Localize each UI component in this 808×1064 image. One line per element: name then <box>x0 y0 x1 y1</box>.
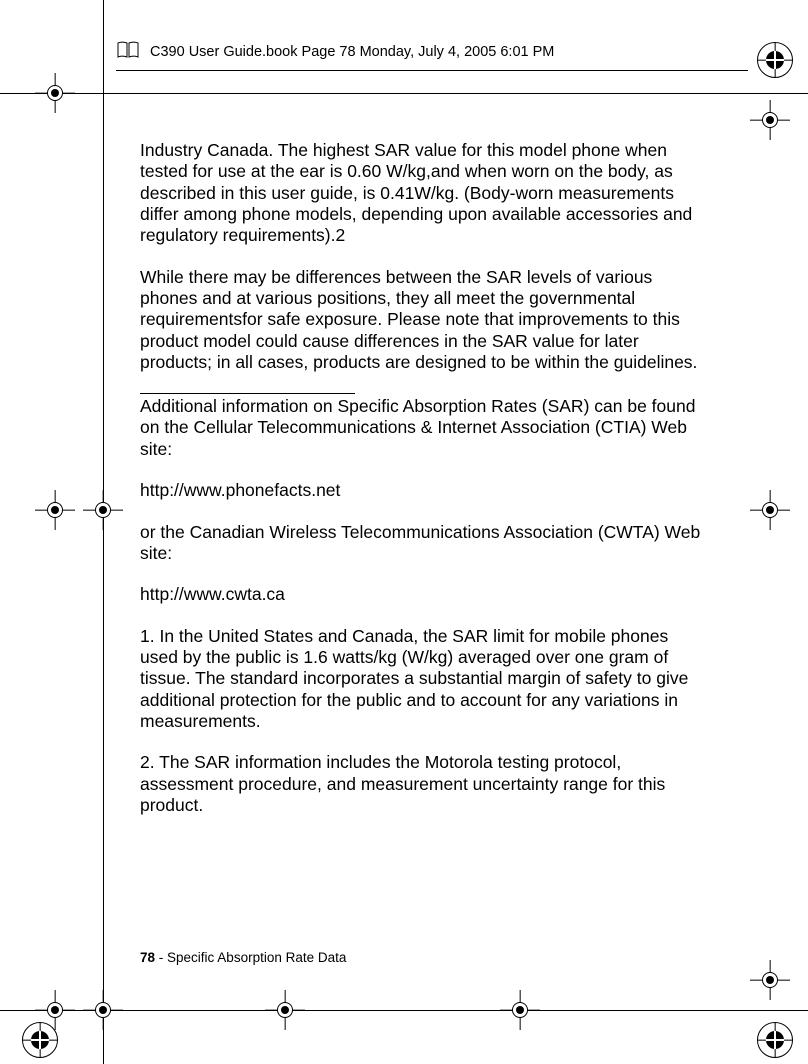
page-body: Industry Canada. The highest SAR value f… <box>140 140 710 836</box>
body-paragraph: http://www.phonefacts.net <box>140 480 710 501</box>
registration-mark-icon <box>757 1022 793 1058</box>
body-paragraph: or the Canadian Wireless Telecommunicati… <box>140 522 710 565</box>
page-number: 78 <box>140 950 155 965</box>
body-paragraph: While there may be differences between t… <box>140 267 710 374</box>
crop-mark-icon <box>83 990 123 1030</box>
crop-line-top <box>0 93 808 94</box>
crop-mark-icon <box>35 73 75 113</box>
crop-mark-icon <box>750 960 790 1000</box>
crop-mark-icon <box>750 100 790 140</box>
crop-mark-icon <box>265 990 305 1030</box>
crop-mark-icon <box>35 490 75 530</box>
body-paragraph: Industry Canada. The highest SAR value f… <box>140 140 710 247</box>
footer-section: - Specific Absorption Rate Data <box>155 950 346 965</box>
body-paragraph: http://www.cwta.ca <box>140 584 710 605</box>
body-paragraph: Additional information on Specific Absor… <box>140 396 710 460</box>
page-footer: 78 - Specific Absorption Rate Data <box>140 950 346 965</box>
footnote-separator <box>140 393 355 394</box>
page-header: C390 User Guide.book Page 78 Monday, Jul… <box>116 40 748 71</box>
book-icon <box>116 40 140 64</box>
crop-mark-icon <box>83 490 123 530</box>
crop-mark-icon <box>500 990 540 1030</box>
body-paragraph: 2. The SAR information includes the Moto… <box>140 752 710 816</box>
registration-mark-icon <box>757 42 793 78</box>
header-text: C390 User Guide.book Page 78 Monday, Jul… <box>150 44 554 60</box>
crop-line-left <box>103 0 104 1064</box>
body-paragraph: 1. In the United States and Canada, the … <box>140 626 710 733</box>
crop-mark-icon <box>35 990 75 1030</box>
crop-mark-icon <box>750 490 790 530</box>
